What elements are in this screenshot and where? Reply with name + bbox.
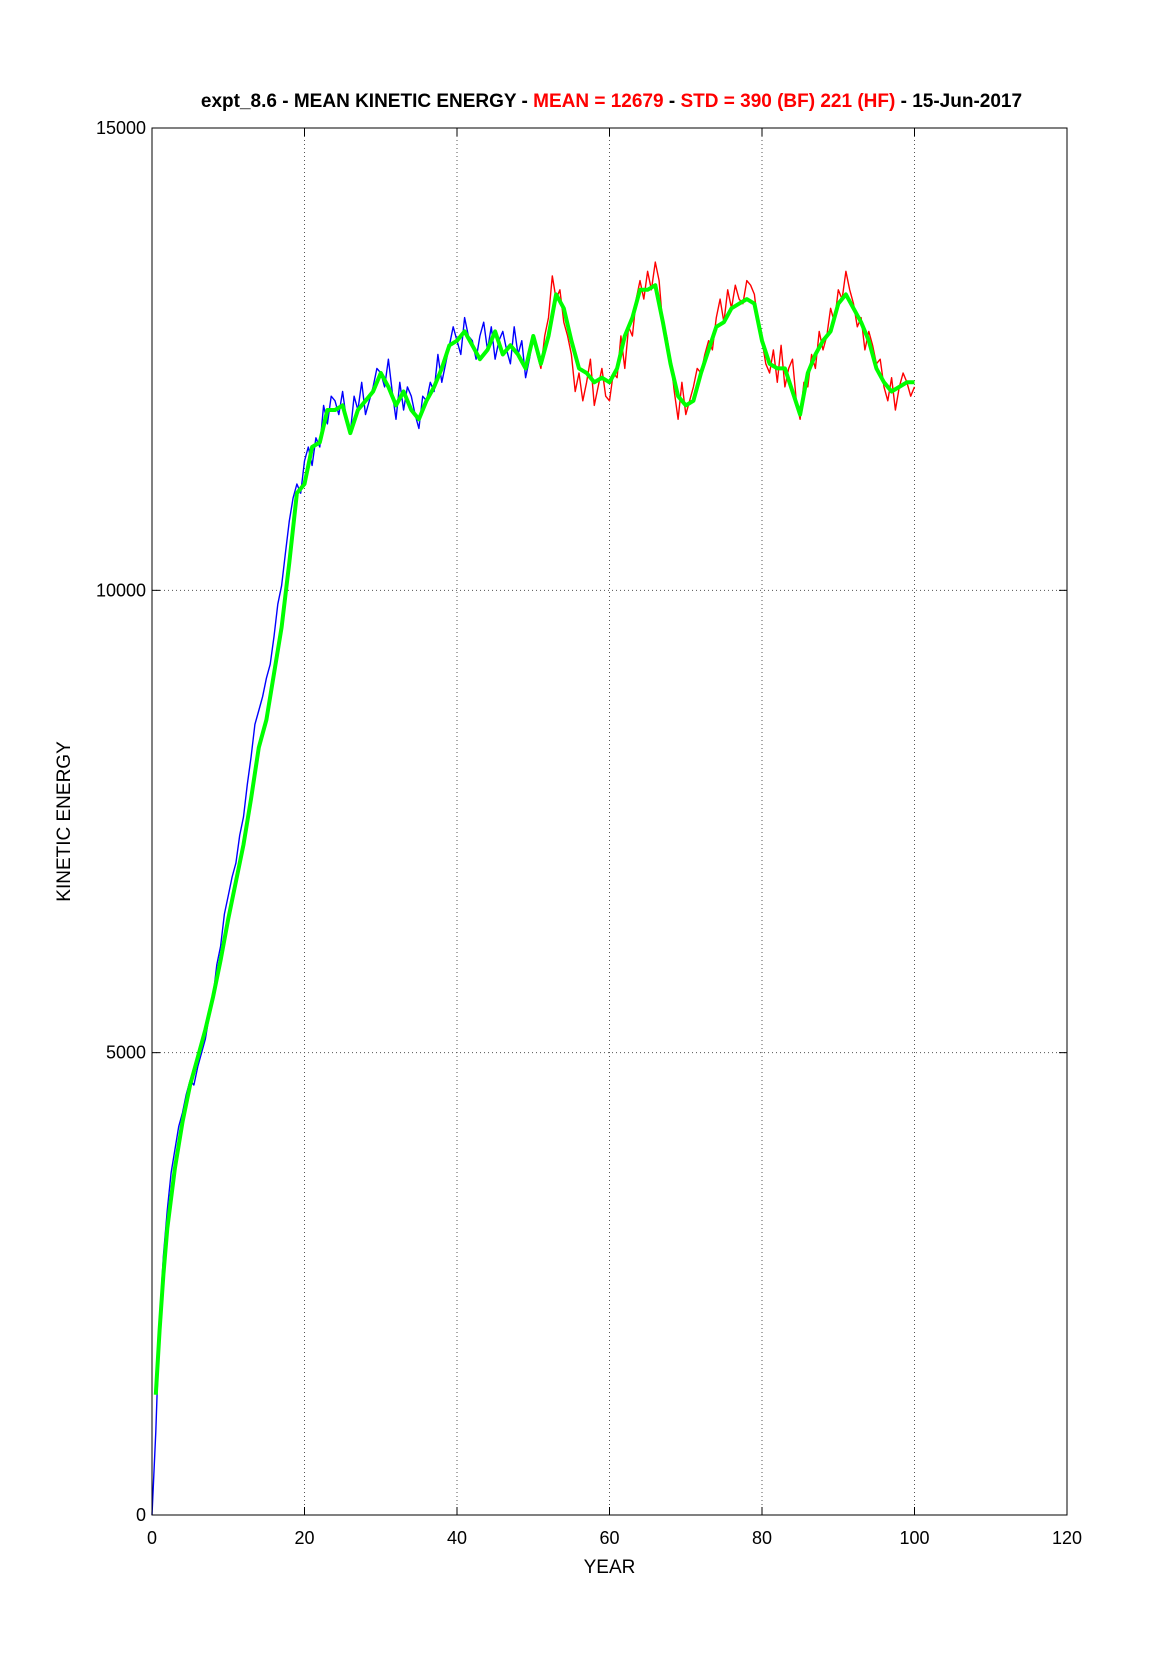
title-part-5: - 15-Jun-2017 [895,91,1022,112]
y-axis-label: KINETIC ENERGY [54,741,75,902]
x-axis-label: YEAR [584,1557,636,1578]
series-group [151,261,916,1516]
series-line-2 [532,261,916,420]
tick-marks [151,127,1068,1516]
title-part-2: MEAN = 12679 [533,91,663,112]
title-part-4: STD = 390 (BF) 221 (HF) [680,91,895,112]
grid-lines [152,128,1067,1515]
series-line-3 [153,283,915,1395]
x-tick-labels: 0 20 40 60 80 100 120 [147,1528,1082,1548]
y-tick-label: 5000 [106,1043,146,1063]
x-tick-label: 80 [752,1528,772,1548]
chart-title: expt_8.6 - MEAN KINETIC ENERGY - MEAN = … [201,91,1022,112]
y-tick-labels: 0 5000 10000 15000 [96,118,146,1525]
y-tick-label: 15000 [96,118,146,138]
y-tick-label: 0 [136,1505,146,1525]
x-tick-label: 120 [1052,1528,1082,1548]
x-tick-label: 20 [294,1528,314,1548]
title-part-3: - [664,91,681,112]
x-tick-label: 0 [147,1528,157,1548]
x-tick-label: 40 [447,1528,467,1548]
series-line-1 [151,316,534,1516]
x-tick-label: 60 [599,1528,619,1548]
title-part-1: expt_8.6 - MEAN KINETIC ENERGY - [201,91,533,112]
x-tick-label: 100 [899,1528,929,1548]
y-tick-label: 10000 [96,580,146,600]
